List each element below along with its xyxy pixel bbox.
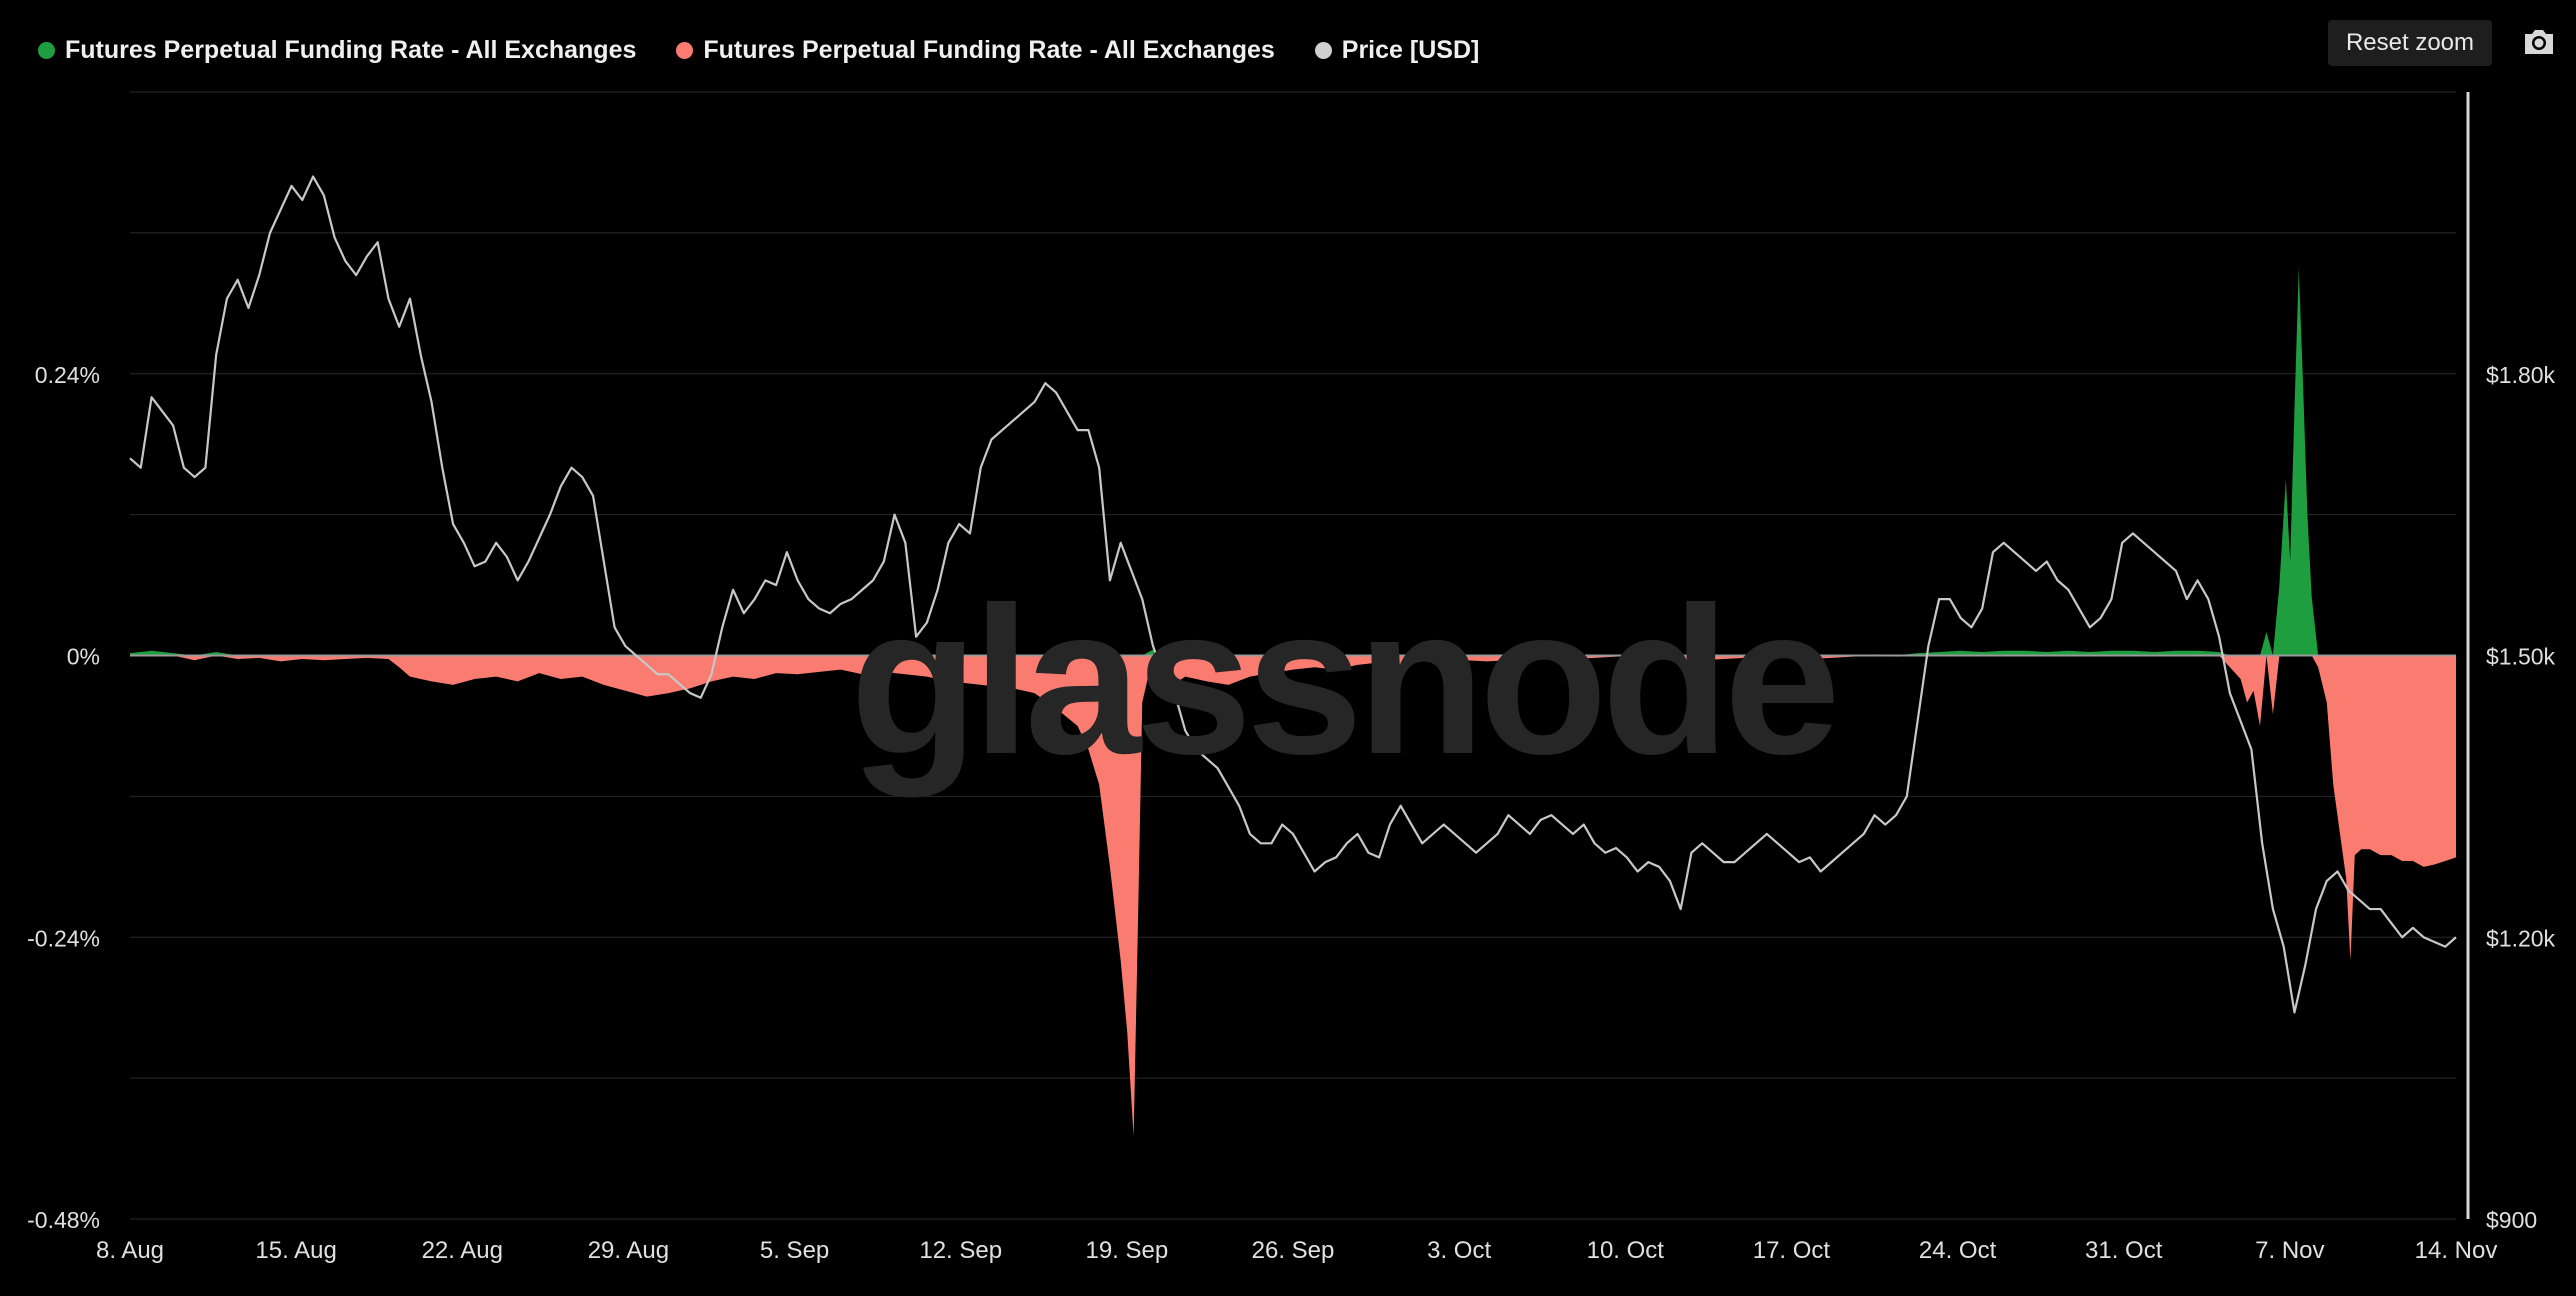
y-right-tick-label: $900 [2486, 1207, 2537, 1233]
legend-item-funding-negative[interactable]: Futures Perpetual Funding Rate - All Exc… [676, 35, 1275, 65]
x-tick-label: 8. Aug [96, 1237, 164, 1264]
y-left-tick-label: 0% [67, 644, 100, 670]
x-tick-label: 31. Oct [2085, 1237, 2163, 1264]
y-left-tick-label: -0.24% [27, 925, 100, 951]
x-tick-label: 10. Oct [1587, 1237, 1665, 1264]
x-tick-label: 26. Sep [1252, 1237, 1335, 1264]
x-tick-label: 15. Aug [255, 1237, 336, 1264]
x-tick-label: 22. Aug [422, 1237, 503, 1264]
reset-zoom-button[interactable]: Reset zoom [2328, 20, 2492, 66]
funding-area-negative [130, 655, 2456, 1137]
x-tick-label: 17. Oct [1753, 1237, 1831, 1264]
x-tick-label: 19. Sep [1085, 1237, 1168, 1264]
x-tick-label: 3. Oct [1427, 1237, 1491, 1264]
legend-item-funding-positive[interactable]: Futures Perpetual Funding Rate - All Exc… [38, 36, 636, 65]
y-left-tick-label: 0.24% [35, 362, 100, 388]
legend-dot-green [38, 41, 55, 59]
x-tick-label: 14. Nov [2415, 1237, 2498, 1264]
x-tick-label: 12. Sep [919, 1237, 1002, 1264]
legend-dot-red [676, 41, 694, 59]
funding-area-positive [130, 268, 2456, 656]
legend-item-price[interactable]: Price [USD] [1314, 35, 1480, 65]
legend: Futures Perpetual Funding Rate - All Exc… [38, 32, 1479, 68]
x-tick-label: 29. Aug [588, 1237, 669, 1264]
x-tick-label: 24. Oct [1919, 1237, 1997, 1264]
legend-label: Futures Perpetual Funding Rate - All Exc… [65, 35, 637, 64]
y-left-tick-label: -0.48% [27, 1207, 100, 1233]
legend-label: Futures Perpetual Funding Rate - All Exc… [703, 35, 1275, 64]
price-line [129, 175, 2457, 1014]
y-right-tick-label: $1.80k [2486, 362, 2556, 388]
x-tick-label: 5. Sep [760, 1237, 829, 1264]
camera-icon[interactable] [2521, 26, 2557, 58]
legend-dot-gray [1314, 41, 1332, 59]
legend-label: Price [USD] [1341, 35, 1480, 64]
y-right-tick-label: $1.20k [2486, 925, 2556, 951]
y-right-tick-label: $1.50k [2486, 644, 2556, 670]
x-tick-label: 7. Nov [2255, 1237, 2324, 1264]
